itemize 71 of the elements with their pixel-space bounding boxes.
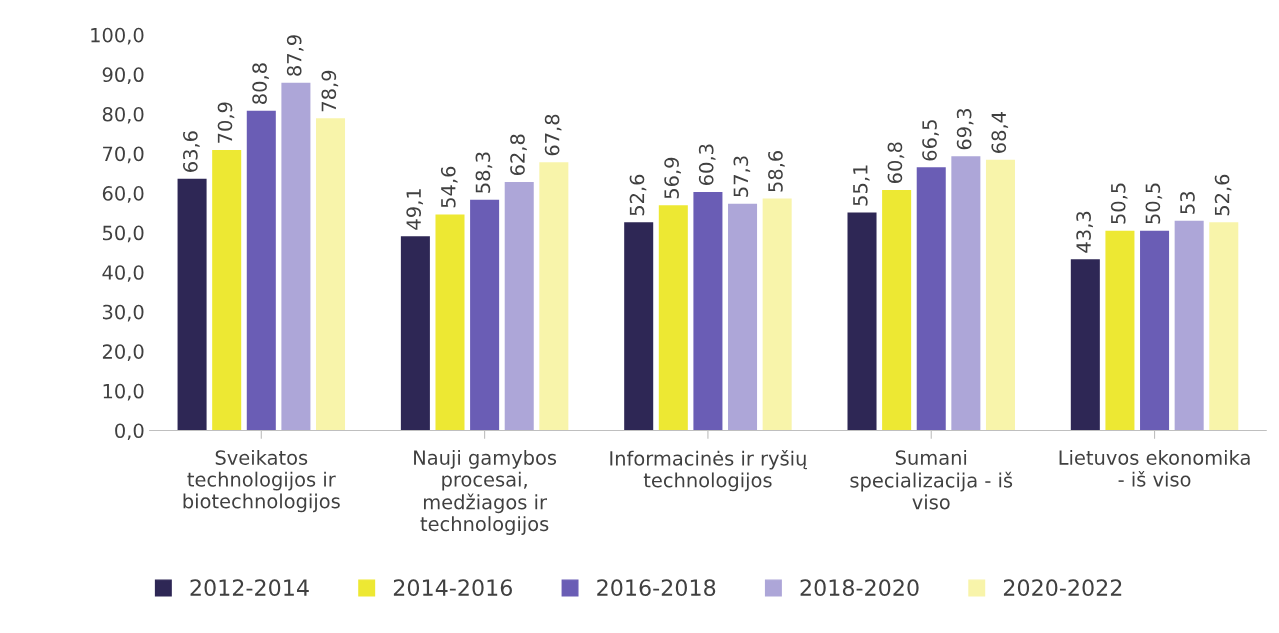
bar <box>693 191 723 431</box>
bar <box>985 159 1015 431</box>
data-label: 66,5 <box>922 120 939 161</box>
bar <box>658 205 688 431</box>
x-tick-label: Informacinės ir ryšių technologijos <box>610 449 807 492</box>
data-label: 62,8 <box>510 134 527 176</box>
y-tick-label: 30,0 <box>102 304 144 322</box>
data-label: 63,6 <box>183 131 200 172</box>
data-label: 54,6 <box>440 166 458 208</box>
data-label: 57,3 <box>733 156 751 197</box>
x-tick-label: Lietuvos ekonomika - iš viso <box>1059 449 1250 487</box>
bar <box>916 167 946 431</box>
bar <box>1105 230 1135 431</box>
data-label: 43,3 <box>1076 211 1093 253</box>
y-tick-label: 20,0 <box>102 344 144 361</box>
data-label: 50,5 <box>1110 183 1128 224</box>
data-label: 49,1 <box>406 189 424 230</box>
x-tick-label: Nauji gamybos procesai, medžiagos ir technologijos <box>414 449 557 535</box>
bar <box>212 149 242 431</box>
y-tick-label: 10,0 <box>103 383 144 401</box>
data-label: 52,6 <box>629 174 647 216</box>
data-label: 50,5 <box>1145 183 1163 224</box>
y-tick-label: 80,0 <box>102 106 144 124</box>
bar <box>470 199 500 431</box>
data-label: 70,9 <box>217 102 235 143</box>
data-label: 87,9 <box>286 35 304 76</box>
y-tick-label: 60,0 <box>102 186 144 203</box>
x-tick-label: Sumani specializacija - iš viso <box>850 449 1013 510</box>
data-label: 58,3 <box>475 152 493 193</box>
data-label: 60,8 <box>887 142 905 183</box>
y-tick-label: 40,0 <box>102 265 144 282</box>
bar <box>1140 230 1170 431</box>
y-tick-label: 50,0 <box>102 225 144 243</box>
y-tick-label: 0,0 <box>115 423 144 441</box>
bar <box>728 203 758 431</box>
legend-label: 2020-2022 <box>1003 579 1122 597</box>
bar <box>624 222 654 431</box>
bar <box>539 162 569 431</box>
bar <box>1070 259 1100 431</box>
bar <box>1209 222 1239 431</box>
legend-label: 2016-2018 <box>597 579 716 597</box>
data-label: 60,3 <box>698 144 716 185</box>
bar <box>504 181 534 431</box>
legend-label: 2012-2014 <box>190 579 309 597</box>
legend-label: 2014-2016 <box>393 579 512 597</box>
data-label: 53 <box>1180 192 1195 214</box>
data-label: 68,4 <box>991 112 1009 153</box>
bar <box>177 178 207 431</box>
legend-label: 2018-2020 <box>800 579 919 597</box>
bar <box>400 236 430 431</box>
data-label: 69,3 <box>956 108 974 150</box>
y-tick-label: 70,0 <box>103 146 144 164</box>
bar <box>246 110 276 431</box>
bar <box>316 118 346 431</box>
bar <box>1174 220 1204 431</box>
bar <box>847 212 877 431</box>
y-tick-label: 100,0 <box>91 27 144 45</box>
data-label: 58,6 <box>768 150 785 192</box>
bar <box>951 156 981 431</box>
x-tick-label: Sveikatos technologijos ir biotechnologijos <box>183 449 340 513</box>
data-label: 80,8 <box>252 63 269 104</box>
bar <box>281 82 311 431</box>
bar <box>882 189 912 431</box>
bar <box>762 198 792 431</box>
data-label: 56,9 <box>664 157 681 199</box>
data-label: 52,6 <box>1214 174 1232 216</box>
data-label: 67,8 <box>544 114 562 156</box>
data-label: 55,1 <box>853 165 870 206</box>
bar <box>435 214 465 431</box>
y-tick-label: 90,0 <box>102 67 144 85</box>
data-label: 78,9 <box>321 70 339 112</box>
